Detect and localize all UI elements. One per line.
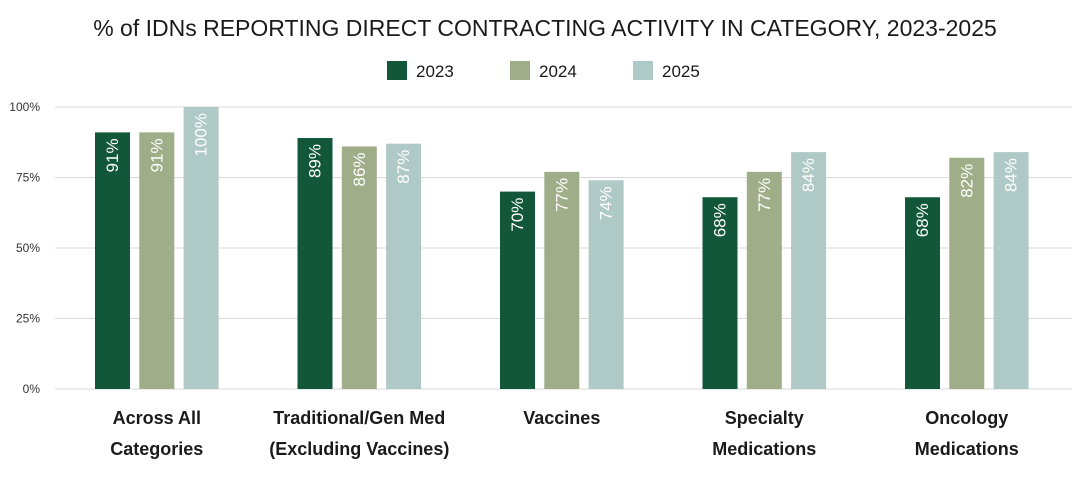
legend-label-2023: 2023	[416, 62, 454, 81]
category-label: (Excluding Vaccines)	[269, 439, 449, 459]
category-label: Medications	[712, 439, 816, 459]
bars: 91% 91% 100% 89% 86% 87% 70% 77% 74% 68% 77% 84% 68%…	[95, 107, 1029, 389]
y-tick-label: 75%	[16, 171, 40, 185]
bar-2025-2	[588, 180, 624, 389]
category-label: Categories	[110, 439, 203, 459]
data-label-2024-2: 77%	[552, 178, 571, 212]
legend-label-2025: 2025	[662, 62, 700, 81]
category-label: Oncology	[925, 408, 1008, 428]
data-label-2024-4: 82%	[957, 164, 976, 198]
data-label-2025-0: 100%	[192, 113, 211, 156]
category-label: Across All	[113, 408, 201, 428]
y-tick-label: 0%	[23, 382, 41, 396]
data-label-2023-3: 68%	[711, 203, 730, 237]
data-label-2024-1: 86%	[350, 152, 369, 186]
data-label-2025-2: 74%	[597, 186, 616, 220]
bar-2023-4	[905, 197, 940, 389]
data-label-2025-3: 84%	[799, 158, 818, 192]
x-axis: Across All Categories Traditional/Gen Med (…	[110, 408, 1019, 459]
bar-2024-1	[341, 146, 377, 389]
y-axis: 0% 25% 50% 75% 100%	[9, 100, 40, 396]
chart-title: % of IDNs REPORTING DIRECT CONTRACTING A…	[93, 15, 997, 41]
bar-2023-3	[702, 197, 738, 389]
data-label-2023-0: 91%	[103, 138, 122, 172]
data-label-2024-3: 77%	[755, 178, 774, 212]
bar-2023-2	[500, 191, 535, 389]
bar-2024-0	[139, 132, 175, 389]
data-label-2025-4: 84%	[1002, 158, 1021, 192]
bar-2023-0	[95, 132, 130, 389]
y-tick-label: 100%	[9, 100, 40, 114]
data-label-2023-4: 68%	[913, 203, 932, 237]
bar-2023-1	[297, 138, 333, 389]
data-label-2023-1: 89%	[306, 144, 325, 178]
y-tick-label: 25%	[16, 312, 40, 326]
legend: 2023 2024 2025	[387, 61, 700, 81]
data-label-2025-1: 87%	[394, 150, 413, 184]
category-label: Specialty	[725, 408, 804, 428]
category-label: Traditional/Gen Med	[273, 408, 445, 428]
legend-swatch-2023	[387, 61, 407, 80]
data-label-2024-0: 91%	[147, 138, 166, 172]
bar-2025-1	[386, 143, 422, 389]
legend-swatch-2024	[510, 61, 530, 80]
bar-2024-4	[949, 157, 985, 389]
y-tick-label: 50%	[16, 241, 40, 255]
bar-2025-4	[993, 152, 1029, 389]
legend-label-2024: 2024	[539, 62, 577, 81]
bar-2025-0	[183, 107, 219, 389]
category-label: Medications	[915, 439, 1019, 459]
bar-2024-2	[544, 171, 580, 389]
data-label-2023-2: 70%	[508, 198, 527, 232]
bar-2025-3	[791, 152, 827, 389]
legend-swatch-2025	[633, 61, 653, 80]
category-label: Vaccines	[523, 408, 600, 428]
bar-2024-3	[746, 171, 782, 389]
